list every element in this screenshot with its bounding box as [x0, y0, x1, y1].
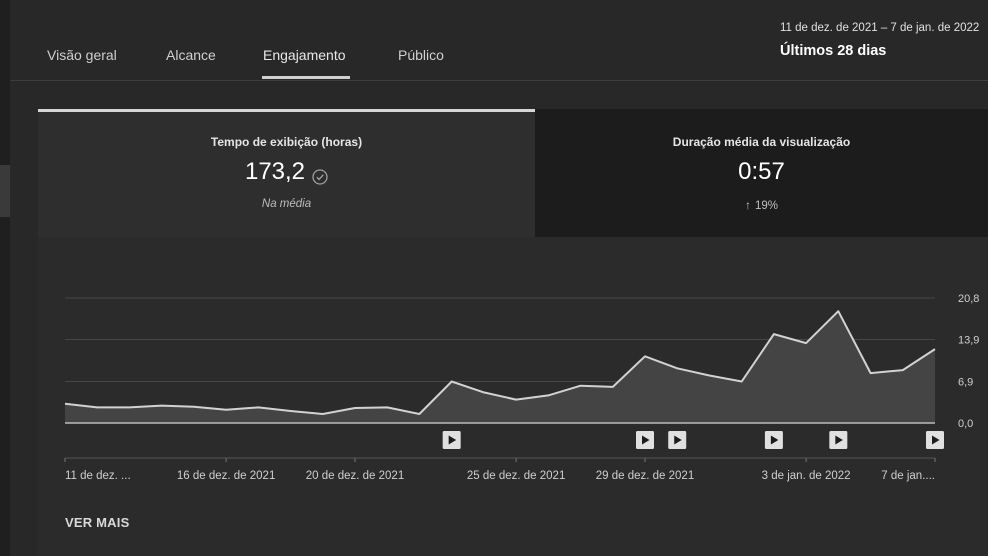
sidebar-highlight	[0, 165, 10, 217]
metric-value-row: 0:57	[535, 158, 988, 186]
tab-overview[interactable]: Visão geral	[47, 47, 117, 63]
play-icon[interactable]	[926, 431, 944, 449]
metric-comparison: Na média	[261, 198, 312, 210]
metric-value: 173,2	[244, 158, 306, 185]
metric-comparison: ↑ 19%	[535, 198, 988, 212]
tab-reach[interactable]: Alcance	[166, 47, 216, 63]
play-icon[interactable]	[764, 431, 783, 449]
metric-value: 0:57	[738, 158, 785, 185]
x-tick-label: 29 de dez. de 2021	[596, 470, 694, 482]
play-triangle	[448, 435, 457, 445]
active-tab-indicator	[262, 76, 350, 79]
metric-card-avg-duration[interactable]: Duração média da visualização 0:57 ↑ 19%	[535, 109, 988, 237]
metric-change: 19%	[754, 200, 779, 212]
date-period-selector[interactable]: Últimos 28 dias	[780, 43, 887, 59]
see-more-link[interactable]: VER MAIS	[65, 515, 130, 530]
play-triangle	[674, 435, 682, 445]
tab-audience[interactable]: Público	[398, 47, 444, 63]
left-sidebar-strip	[0, 0, 10, 556]
series-area	[65, 311, 935, 423]
x-tick-label: 16 de dez. de 2021	[177, 470, 275, 482]
play-icon[interactable]	[668, 431, 687, 449]
play-triangle	[932, 435, 940, 445]
metric-value-row: 173,2	[38, 158, 535, 186]
tab-engagement[interactable]: Engajamento	[263, 47, 346, 63]
check-circle-icon	[312, 164, 328, 185]
metric-card-watch-time[interactable]: Tempo de exibição (horas) 173,2 Na média	[38, 109, 535, 237]
y-tick-label: 20,8	[958, 293, 979, 305]
x-tick-label: 11 de dez. ...	[65, 470, 131, 482]
y-tick-label: 0,0	[958, 418, 973, 430]
play-icon[interactable]	[829, 431, 848, 449]
metric-label: Duração média da visualização	[672, 135, 851, 149]
arrow-up-icon: ↑	[744, 198, 751, 212]
metric-label: Tempo de exibição (horas)	[210, 135, 363, 149]
play-icon[interactable]	[636, 431, 654, 449]
x-tick-label: 3 de jan. de 2022	[762, 470, 851, 482]
x-tick-label: 25 de dez. de 2021	[467, 470, 565, 482]
play-triangle	[835, 435, 843, 445]
y-tick-label: 13,9	[958, 334, 979, 346]
play-icon[interactable]	[442, 431, 461, 449]
play-triangle	[770, 435, 779, 445]
series-line	[64, 310, 936, 415]
top-nav-bar	[10, 0, 988, 81]
x-tick-label: 7 de jan....	[881, 470, 935, 482]
y-tick-label: 6,9	[958, 377, 973, 389]
x-tick-label: 20 de dez. de 2021	[306, 470, 404, 482]
play-triangle	[642, 435, 650, 445]
